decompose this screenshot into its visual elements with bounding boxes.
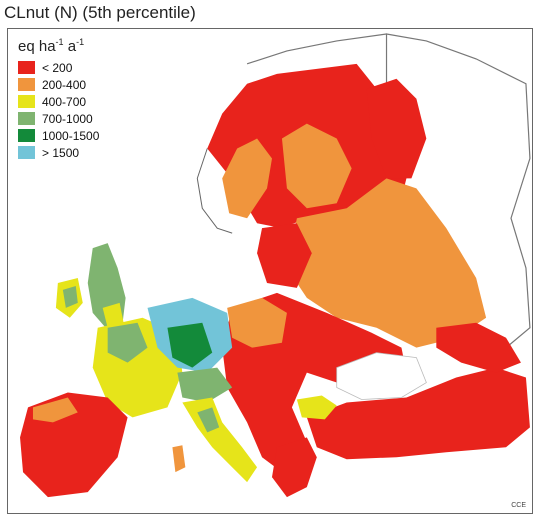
legend-label: 200-400 <box>42 77 87 92</box>
region-caucasus-red <box>436 322 521 373</box>
region-germany-green <box>167 322 213 368</box>
legend-swatch <box>18 78 35 91</box>
black-sea <box>336 352 427 400</box>
legend-swatch <box>18 95 35 108</box>
legend-item: 400-700 <box>18 93 99 110</box>
legend-unit: eq ha-1 a-1 <box>18 37 99 55</box>
region-greece-red <box>271 437 317 498</box>
region-east-orange <box>286 178 487 348</box>
region-alps-green <box>177 367 233 403</box>
region-bulgaria-yellow <box>296 395 337 420</box>
legend-swatch <box>18 146 35 159</box>
region-poland-orange <box>227 297 287 348</box>
europe-map <box>20 33 531 498</box>
map-credit: CCE <box>511 502 526 509</box>
region-france-green <box>107 322 148 363</box>
legend-label: < 200 <box>42 60 73 75</box>
legend-unit-mid: a <box>63 38 77 55</box>
region-baltic-red <box>257 223 312 288</box>
region-sweden-orange <box>222 138 272 219</box>
legend-item: 200-400 <box>18 76 99 93</box>
region-anatolia-red <box>306 367 530 460</box>
northern-coast-outline <box>246 33 387 65</box>
region-britain-yellow <box>102 302 124 328</box>
region-finland-orange <box>281 123 352 209</box>
legend-label: 700-1000 <box>42 111 93 126</box>
legend-unit-exp1: -1 <box>55 37 64 47</box>
region-sardinia <box>172 445 186 473</box>
legend-item: < 200 <box>18 59 99 76</box>
legend-swatch <box>18 112 35 125</box>
legend-items: < 200 200-400 400-700 700-1000 1000-1500 > 15… <box>18 59 99 161</box>
legend-item: 700-1000 <box>18 110 99 127</box>
legend-unit-exp2: -1 <box>76 37 85 47</box>
legend-swatch <box>18 129 35 142</box>
map-legend: eq ha-1 a-1 < 200 200-400 400-700 700-1000 1… <box>18 37 99 161</box>
region-iberia-north <box>32 397 78 423</box>
region-russia-red <box>366 78 427 179</box>
legend-swatch <box>18 61 35 74</box>
region-ireland-green <box>62 285 78 308</box>
legend-label: 1000-1500 <box>42 128 100 143</box>
legend-unit-base: eq ha <box>18 38 56 55</box>
map-title: CLnut (N) (5th percentile) <box>4 3 196 22</box>
map-panel: eq ha-1 a-1 < 200 200-400 400-700 700-1000 1… <box>7 28 533 514</box>
legend-label: > 1500 <box>42 145 80 160</box>
legend-item: 1000-1500 <box>18 127 99 144</box>
norway-coast <box>196 148 233 234</box>
legend-label: 400-700 <box>42 94 87 109</box>
legend-item: > 1500 <box>18 144 99 161</box>
region-italy-green <box>197 407 220 433</box>
